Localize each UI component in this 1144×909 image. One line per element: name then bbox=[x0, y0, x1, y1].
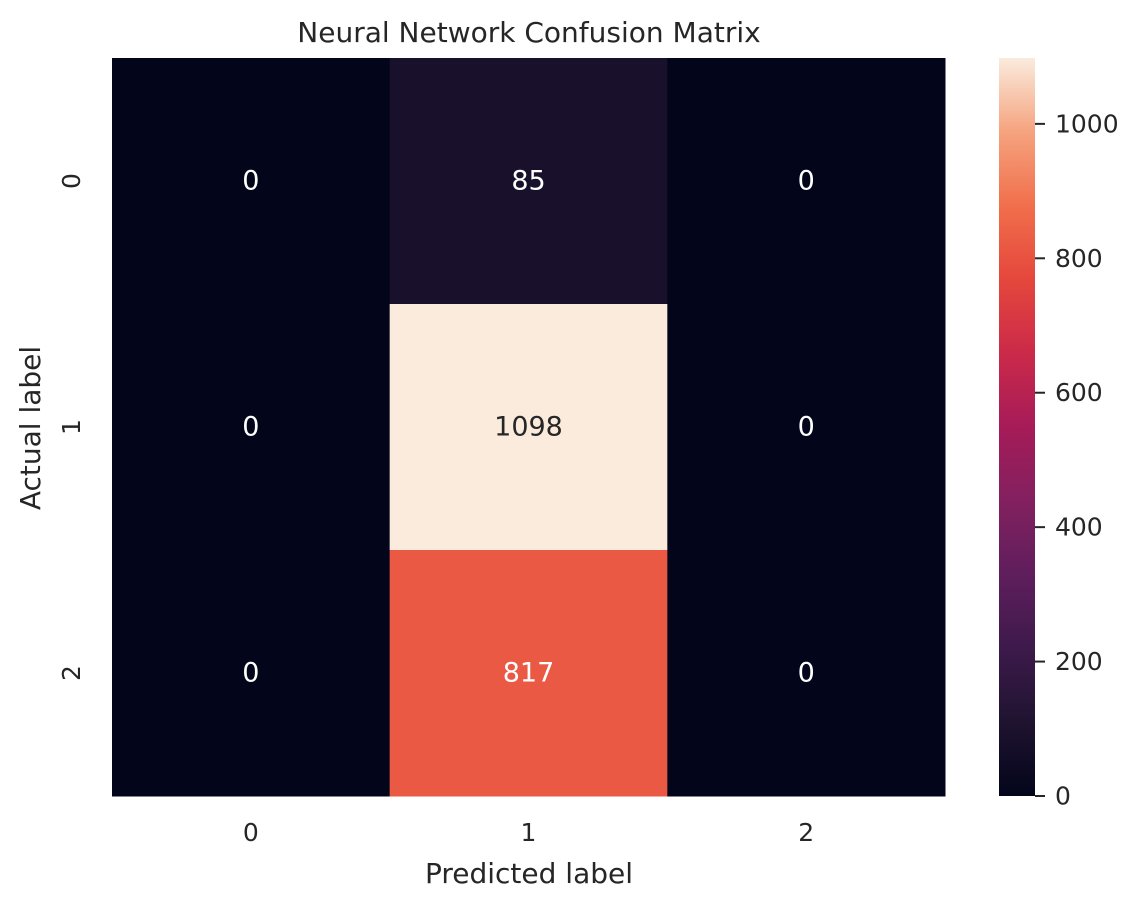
heatmap-cells bbox=[112, 58, 946, 797]
x-axis-ticks: 0 1 2 bbox=[243, 818, 814, 847]
cell-annotation-r1-c2: 0 bbox=[798, 412, 815, 443]
heatmap-cell-r1-c0 bbox=[112, 304, 391, 551]
heatmap-cell-r2-c0 bbox=[112, 550, 391, 797]
heatmap-cell-r0-c0 bbox=[112, 58, 391, 305]
cell-annotation-r1-c1: 1098 bbox=[494, 412, 563, 443]
y-axis-label: Actual label bbox=[14, 346, 47, 510]
heatmap-annotations: 0 85 0 0 1098 0 0 817 0 bbox=[242, 166, 815, 689]
colorbar bbox=[999, 58, 1035, 796]
heatmap-cell-r1-c1 bbox=[389, 304, 668, 551]
x-tick-label: 1 bbox=[521, 818, 537, 847]
chart-title: Neural Network Confusion Matrix bbox=[297, 16, 760, 49]
x-axis-label: Predicted label bbox=[425, 857, 633, 890]
heatmap-cell-r2-c2 bbox=[667, 550, 946, 797]
y-tick-label: 2 bbox=[57, 665, 86, 681]
heatmap-cell-r0-c1 bbox=[389, 58, 668, 305]
cell-annotation-r0-c1: 85 bbox=[511, 166, 545, 197]
y-axis-ticks: 0 1 2 bbox=[57, 173, 86, 681]
cell-annotation-r1-c0: 0 bbox=[242, 412, 259, 443]
cell-annotation-r2-c2: 0 bbox=[798, 658, 815, 689]
colorbar-tick-label: 800 bbox=[1055, 244, 1103, 273]
x-tick-label: 2 bbox=[798, 818, 814, 847]
heatmap-cell-r2-c1 bbox=[389, 550, 668, 797]
heatmap-cell-r1-c2 bbox=[667, 304, 946, 551]
heatmap-cell-r0-c2 bbox=[667, 58, 946, 305]
colorbar-tick-label: 600 bbox=[1055, 378, 1103, 407]
y-tick-label: 0 bbox=[57, 173, 86, 189]
cell-annotation-r0-c0: 0 bbox=[242, 166, 259, 197]
y-tick-label: 1 bbox=[57, 419, 86, 435]
cell-annotation-r2-c0: 0 bbox=[242, 658, 259, 689]
colorbar-tick-label: 200 bbox=[1055, 647, 1103, 676]
colorbar-tick-label: 1000 bbox=[1055, 109, 1119, 138]
x-tick-label: 0 bbox=[243, 818, 259, 847]
colorbar-tick-label: 400 bbox=[1055, 513, 1103, 542]
colorbar-tick-label: 0 bbox=[1055, 782, 1071, 811]
cell-annotation-r0-c2: 0 bbox=[798, 166, 815, 197]
cell-annotation-r2-c1: 817 bbox=[503, 658, 555, 689]
colorbar-ticks: 0 200 400 600 800 1000 bbox=[1035, 109, 1119, 811]
